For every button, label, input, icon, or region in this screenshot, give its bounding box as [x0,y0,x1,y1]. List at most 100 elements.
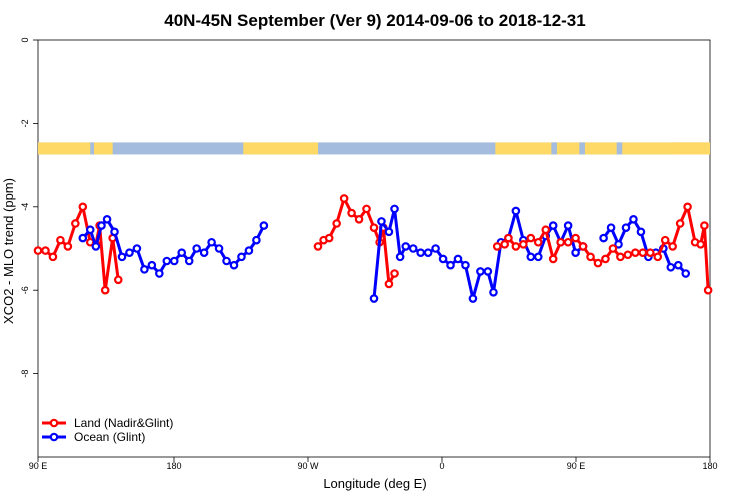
series-point [438,254,448,264]
land-ocean-strip [38,142,710,155]
series-point [113,275,123,285]
series-point [416,248,425,257]
strip-ocean-break-1 [551,142,557,155]
series-point [362,204,371,214]
series-point [78,202,88,212]
series-point [673,260,683,270]
series-point [511,206,521,216]
x-axis-label: Longitude (deg E) [323,476,426,491]
series-point [623,250,633,260]
y-tick-label: -4 [20,203,30,211]
series-point [431,244,440,253]
series-point [395,252,405,262]
series-point [548,221,558,230]
series-point [563,237,573,247]
series-point [347,208,356,218]
series-point [636,227,646,237]
series-point [102,215,112,224]
series-point [500,240,509,249]
y-tick-label: 0 [20,37,30,42]
series-point [369,223,379,232]
series-point [377,217,386,226]
series-point [408,244,418,253]
series-point [653,252,663,262]
series-point [586,252,595,262]
legend-marker [49,432,59,442]
series-point [533,252,543,262]
series-point [207,237,216,247]
legend: Land (Nadir&Glint)Ocean (Glint) [42,416,173,444]
series-point [384,227,394,237]
series-point [703,285,713,295]
series-point [78,233,88,243]
x-tick-label: 180 [166,461,181,471]
series-point [41,246,50,255]
series-point [541,225,551,235]
series-point [390,269,399,278]
series-point [259,221,269,230]
series-point [169,256,179,266]
series-point [446,260,455,270]
series-point [48,252,58,262]
series-point [125,248,134,257]
series-point [599,233,608,243]
series-point [354,215,364,224]
series-point [519,240,528,249]
series-point [489,287,498,297]
series-point [461,260,470,270]
series-point [91,242,101,251]
series-point [222,256,231,266]
strip-land-0 [38,142,113,155]
y-tick-label: -6 [20,286,30,294]
series-point [492,242,502,251]
series-point [526,233,536,243]
series-point [614,240,623,249]
series-point [162,256,172,266]
y-axis-label: XCO2 - MLO trend (ppm) [1,178,16,324]
series-point [616,252,625,262]
series-point [192,244,201,253]
series-point [666,262,676,272]
series-point [85,225,95,235]
series-point [476,267,485,276]
x-tick-label: 90 E [29,461,48,471]
y-tick-label: -2 [20,119,30,127]
series-point [468,294,478,303]
series-point [147,260,157,270]
x-tick-label: 180 [702,461,717,471]
legend-label: Ocean (Glint) [74,430,145,444]
strip-land-1 [243,142,318,155]
series-point [313,242,323,251]
strip-ocean-break-0 [90,142,94,155]
series-point [110,227,119,237]
series-point [660,235,670,245]
series-point [571,233,580,243]
series-point [252,235,261,245]
series-point [593,258,603,268]
series-point [606,223,616,232]
series-point [683,202,692,212]
series-point [453,254,463,264]
series-point [390,204,399,214]
series-point [638,248,648,257]
series-point [132,244,142,253]
series-point [631,248,640,257]
series-point [97,221,106,230]
series-point [71,219,80,228]
series-point [332,219,341,228]
series-point [675,219,685,228]
legend-marker [49,418,59,428]
series-point [100,285,110,295]
series-point [56,235,65,245]
series-point [339,194,349,203]
x-tick-label: 90 W [297,461,319,471]
strip-land-3 [672,142,710,155]
series-point [556,237,565,247]
series-point [621,223,631,232]
series-point [483,267,493,276]
series-point [33,246,43,255]
series-point [324,233,334,243]
series-point [608,244,618,253]
series-point [214,244,224,253]
series-point [184,256,194,266]
